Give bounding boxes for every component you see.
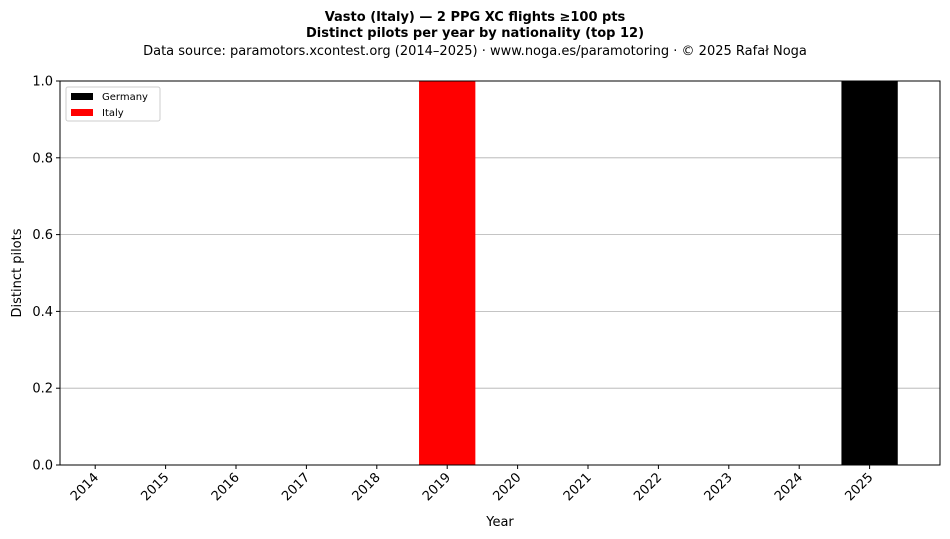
grid-lines xyxy=(60,157,940,389)
x-tick-label: 2014 xyxy=(68,470,102,504)
plot-frame xyxy=(59,80,941,466)
bar-italy-2019 xyxy=(419,81,476,465)
x-tick-label: 2015 xyxy=(138,470,172,504)
bars xyxy=(419,81,898,465)
legend: Germany Italy xyxy=(65,86,161,122)
y-axis-label: Distinct pilots xyxy=(10,228,25,317)
y-tick-label: 0.6 xyxy=(32,228,53,243)
x-tick-label: 2020 xyxy=(490,470,524,504)
legend-swatch-italy xyxy=(71,109,93,116)
x-axis-label: Year xyxy=(485,515,514,530)
x-tick-label: 2025 xyxy=(842,470,876,504)
x-tick-label: 2017 xyxy=(279,470,313,504)
bar-germany-2025 xyxy=(841,81,898,465)
chart-subtitle: Data source: paramotors.xcontest.org (20… xyxy=(143,44,807,59)
x-tick-label: 2023 xyxy=(702,470,736,504)
legend-label-germany: Germany xyxy=(102,92,148,103)
legend-label-italy: Italy xyxy=(102,108,124,119)
x-tick-label: 2018 xyxy=(350,470,384,504)
legend-swatch-germany xyxy=(71,93,93,100)
x-tick-label: 2024 xyxy=(772,470,806,504)
y-tick-label: 1.0 xyxy=(32,75,53,90)
x-tick-label: 2019 xyxy=(420,470,454,504)
chart-title-line-1: Vasto (Italy) — 2 PPG XC flights ≥100 pt… xyxy=(325,10,626,25)
x-tick-label: 2021 xyxy=(561,470,595,504)
x-axis: 2014 2015 2016 2017 2018 2019 2020 2021 2022 2023… xyxy=(68,465,876,504)
y-tick-label: 0.0 xyxy=(32,459,53,474)
chart-title-line-2: Distinct pilots per year by nationality … xyxy=(306,26,644,41)
y-axis: 0.0 0.2 0.4 0.6 0.8 1.0 xyxy=(32,75,60,474)
x-tick-label: 2022 xyxy=(631,470,665,504)
y-tick-label: 0.2 xyxy=(32,382,53,397)
x-tick-label: 2016 xyxy=(209,470,243,504)
y-tick-label: 0.4 xyxy=(32,305,53,320)
y-tick-label: 0.8 xyxy=(32,151,53,166)
